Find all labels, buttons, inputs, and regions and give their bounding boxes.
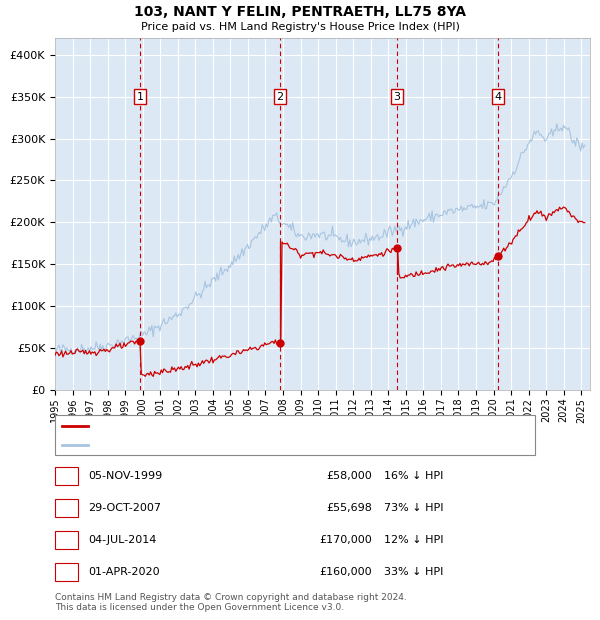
Text: 16% ↓ HPI: 16% ↓ HPI [384,471,443,481]
Text: Contains HM Land Registry data © Crown copyright and database right 2024.
This d: Contains HM Land Registry data © Crown c… [55,593,407,612]
Text: 73% ↓ HPI: 73% ↓ HPI [384,503,443,513]
Text: 05-NOV-1999: 05-NOV-1999 [88,471,162,481]
Text: 1: 1 [63,471,70,481]
Text: 33% ↓ HPI: 33% ↓ HPI [384,567,443,577]
Text: 4: 4 [63,567,70,577]
Text: 103, NANT Y FELIN, PENTRAETH, LL75 8YA (detached house): 103, NANT Y FELIN, PENTRAETH, LL75 8YA (… [94,421,407,431]
Text: Price paid vs. HM Land Registry's House Price Index (HPI): Price paid vs. HM Land Registry's House … [140,22,460,32]
Text: 12% ↓ HPI: 12% ↓ HPI [384,535,443,545]
Text: £58,000: £58,000 [326,471,372,481]
Text: 2: 2 [277,92,284,102]
Text: £170,000: £170,000 [319,535,372,545]
Text: £160,000: £160,000 [319,567,372,577]
Text: HPI: Average price, detached house, Isle of Anglesey: HPI: Average price, detached house, Isle… [94,440,369,450]
Text: 01-APR-2020: 01-APR-2020 [88,567,160,577]
Text: 1: 1 [137,92,143,102]
Text: 3: 3 [394,92,401,102]
Text: 103, NANT Y FELIN, PENTRAETH, LL75 8YA: 103, NANT Y FELIN, PENTRAETH, LL75 8YA [134,5,466,19]
Text: 3: 3 [63,535,70,545]
Text: 29-OCT-2007: 29-OCT-2007 [88,503,161,513]
Text: £55,698: £55,698 [326,503,372,513]
Text: 2: 2 [63,503,70,513]
Text: 04-JUL-2014: 04-JUL-2014 [88,535,157,545]
Text: 4: 4 [494,92,502,102]
